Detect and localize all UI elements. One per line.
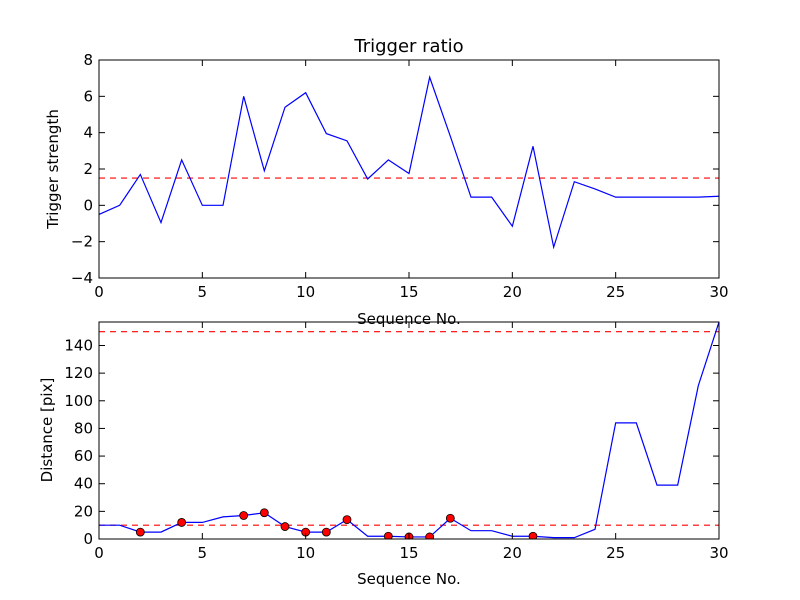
bottom-ytick-label-5: 100 <box>64 392 93 410</box>
bottom-marker-2 <box>239 511 249 520</box>
bottom-ytick-label-3: 60 <box>74 447 93 465</box>
bottom-xtick-label-2: 10 <box>296 544 315 562</box>
bottom-xtick-label-6: 30 <box>709 544 728 562</box>
top-xtick-label-3: 15 <box>399 283 418 301</box>
bottom-marker-12 <box>528 531 538 539</box>
bottom-marker-3 <box>259 508 269 518</box>
bottom-ytick-label-2: 40 <box>74 475 93 493</box>
top-plot-area <box>99 75 719 250</box>
bottom-xtick-label-1: 5 <box>198 544 208 562</box>
top-ytick-label-1: −2 <box>71 233 93 251</box>
bottom-axis-ticks: 0 5 10 15 20 25 30 0 20 40 60 80 100 120 140 <box>64 322 729 562</box>
bottom-xtick-label-3: 15 <box>399 544 418 562</box>
bottom-axes-frame <box>98 321 720 540</box>
top-xtick-label-5: 25 <box>606 283 625 301</box>
bottom-marker-7 <box>342 515 352 525</box>
bottom-y-axis-label: Distance [pix] <box>38 378 56 483</box>
bottom-xtick-label-4: 20 <box>503 544 522 562</box>
top-ytick-label-3: 2 <box>83 160 93 178</box>
top-axis-ticks: 0 5 10 15 20 25 30 −4 −2 0 2 4 6 8 <box>71 51 729 301</box>
bottom-plot-area <box>99 322 719 539</box>
top-ytick-label-0: −4 <box>71 269 93 287</box>
bottom-marker-0 <box>135 527 145 537</box>
top-ytick-label-5: 6 <box>83 87 93 105</box>
bottom-marker-1 <box>177 518 187 527</box>
bottom-ytick-label-4: 80 <box>74 419 93 437</box>
top-axes-frame <box>98 59 720 279</box>
top-ytick-label-6: 8 <box>83 51 93 69</box>
bottom-marker-11 <box>445 513 455 523</box>
bottom-series-line-0 <box>99 322 719 539</box>
bottom-xtick-label-5: 25 <box>606 544 625 562</box>
top-ytick-label-4: 4 <box>83 124 93 142</box>
top-xtick-label-4: 20 <box>503 283 522 301</box>
top-x-axis-label: Sequence No. <box>357 310 461 328</box>
bottom-xtick-label-0: 0 <box>94 544 104 562</box>
bottom-ytick-label-1: 20 <box>74 502 93 520</box>
bottom-x-axis-label: Sequence No. <box>357 570 461 588</box>
bottom-marker-8 <box>383 531 393 539</box>
top-subplot: Trigger ratio 0 5 10 15 20 25 30 −4 −2 0 2 4 6 8 Sequ… <box>44 36 729 328</box>
top-y-axis-label: Trigger strength <box>44 109 62 230</box>
bottom-ytick-label-6: 120 <box>64 364 93 382</box>
bottom-ytick-label-7: 140 <box>64 336 93 354</box>
top-xtick-label-6: 30 <box>709 283 728 301</box>
bottom-ytick-label-0: 0 <box>83 530 93 548</box>
bottom-subplot: 0 5 10 15 20 25 30 0 20 40 60 80 100 120 140 Sequence … <box>38 321 729 588</box>
top-chart-title: Trigger ratio <box>353 36 463 57</box>
bottom-marker-10 <box>425 532 435 539</box>
top-xtick-label-1: 5 <box>198 283 208 301</box>
top-ytick-label-2: 0 <box>83 196 93 214</box>
bottom-marker-6 <box>321 527 331 537</box>
top-series-line-0 <box>99 75 719 250</box>
top-xtick-label-2: 10 <box>296 283 315 301</box>
top-xtick-label-0: 0 <box>94 283 104 301</box>
bottom-marker-4 <box>280 522 290 531</box>
